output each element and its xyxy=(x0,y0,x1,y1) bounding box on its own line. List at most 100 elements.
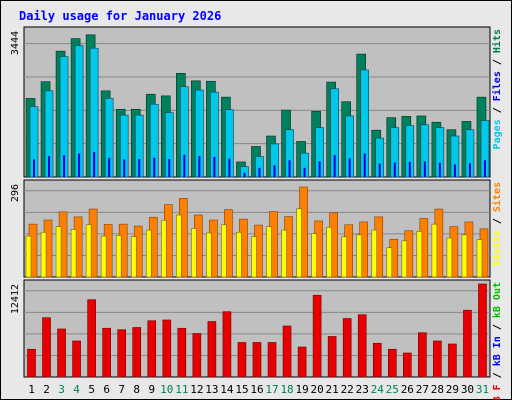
legend-entry: / xyxy=(492,101,503,119)
sites-max-label: 296 xyxy=(10,184,21,202)
files-bar xyxy=(378,163,381,177)
kbytes-bar xyxy=(162,319,172,378)
visits-bar xyxy=(401,240,408,278)
files-bar xyxy=(288,160,291,177)
kbytes-max-label: 12412 xyxy=(10,284,21,314)
x-tick-label: 28 xyxy=(431,383,444,396)
x-tick-label: 31 xyxy=(476,383,489,396)
legend-entry: / xyxy=(492,212,503,230)
files-bar xyxy=(228,158,231,177)
x-tick-label: 14 xyxy=(220,383,234,396)
x-tick-label: 27 xyxy=(416,383,429,396)
x-tick-label: 18 xyxy=(280,383,293,396)
x-tick-label: 12 xyxy=(190,383,203,396)
kbytes-bar xyxy=(57,328,66,378)
files-bar xyxy=(213,156,216,177)
visits-bar xyxy=(115,235,122,278)
files-bar xyxy=(63,155,66,177)
files-bar xyxy=(393,162,396,177)
x-tick-label: 7 xyxy=(118,383,125,396)
legend-entry: Visits xyxy=(491,230,503,266)
files-bar xyxy=(273,165,276,177)
kbytes-bar xyxy=(312,294,322,378)
kbytes-bar xyxy=(372,342,382,378)
x-tick-label: 2 xyxy=(43,383,50,396)
kbytes-legend: kB F / kB In / kB Out xyxy=(492,282,503,400)
x-tick-label: 30 xyxy=(461,383,474,396)
visits-bar xyxy=(461,234,468,278)
kbytes-bar xyxy=(177,327,187,378)
kbytes-bar xyxy=(237,342,247,378)
legend-entry: kB In xyxy=(492,336,503,366)
x-tick-label: 21 xyxy=(326,383,339,396)
kbytes-bar xyxy=(117,329,126,378)
visits-bar xyxy=(85,224,92,278)
files-bar xyxy=(93,151,96,177)
x-tick-label: 4 xyxy=(73,383,80,396)
files-bar xyxy=(303,167,306,177)
kbytes-panel: 12412 kB F / kB In / kB Out xyxy=(10,279,503,400)
visits-bar xyxy=(176,214,182,278)
x-tick-label: 8 xyxy=(133,383,140,396)
files-bar xyxy=(108,157,111,177)
x-tick-label: 23 xyxy=(356,383,369,396)
x-tick-label: 13 xyxy=(205,383,218,396)
legend-entry: Pages xyxy=(492,119,503,149)
visits-bar xyxy=(371,229,378,278)
hits-legend: Pages / Files / Hits xyxy=(491,29,503,149)
x-tick-label: 17 xyxy=(265,383,278,396)
x-tick-label: 24 xyxy=(371,383,385,396)
files-bar xyxy=(138,159,141,177)
visits-bar xyxy=(25,235,32,278)
legend-entry: kB F xyxy=(492,384,503,400)
visits-bar xyxy=(281,229,287,278)
files-bar xyxy=(123,159,126,177)
kbytes-bar xyxy=(72,340,81,378)
files-bar xyxy=(318,161,321,177)
visits-bar xyxy=(326,226,332,278)
legend-entry: kB Out xyxy=(492,282,503,318)
x-tick-label: 16 xyxy=(250,383,263,396)
visits-bar xyxy=(341,236,347,278)
x-axis-day-labels: 1 2 3 4 5 6 7 8 9 10 11 12 13 14 15 16 17 18 19 20 21 22 23 24 2… xyxy=(28,383,489,396)
visits-bar xyxy=(266,226,272,278)
visits-bar xyxy=(70,229,77,278)
x-tick-label: 20 xyxy=(311,383,324,396)
x-tick-label: 26 xyxy=(401,383,414,396)
files-bar xyxy=(258,167,261,177)
x-tick-label: 10 xyxy=(160,383,173,396)
sites-legend: Visits / Sites xyxy=(491,182,503,266)
hits-max-label: 3444 xyxy=(10,31,21,55)
visits-bar xyxy=(236,232,242,278)
x-tick-label: 3 xyxy=(58,383,65,396)
legend-entry: Files xyxy=(491,71,503,101)
chart-title: Daily usage for January 2026 xyxy=(19,9,221,23)
files-bar xyxy=(348,158,351,177)
kbytes-bar xyxy=(327,336,337,378)
files-bar xyxy=(468,163,471,177)
files-bar xyxy=(438,162,441,177)
files-bar xyxy=(78,153,81,177)
files-bar xyxy=(408,161,411,177)
legend-entry: / xyxy=(492,318,503,336)
x-tick-label: 22 xyxy=(341,383,354,396)
files-bar xyxy=(48,156,51,177)
kbytes-bar xyxy=(87,299,96,378)
kbytes-bar xyxy=(463,309,472,378)
kbytes-bar xyxy=(357,314,367,378)
files-bar xyxy=(333,155,336,177)
kbytes-bar xyxy=(387,348,397,378)
visits-bar xyxy=(311,233,317,278)
visits-bar xyxy=(160,220,167,278)
kbytes-bar xyxy=(267,342,277,378)
x-tick-label: 9 xyxy=(148,383,155,396)
kbytes-bar xyxy=(342,318,352,378)
kbytes-bar xyxy=(222,311,232,378)
kbytes-bar xyxy=(102,327,111,378)
visits-bar xyxy=(476,239,483,278)
visits-bar xyxy=(191,228,197,278)
visits-bar xyxy=(386,247,393,278)
visits-bar xyxy=(221,224,227,278)
visits-bar xyxy=(446,237,453,278)
